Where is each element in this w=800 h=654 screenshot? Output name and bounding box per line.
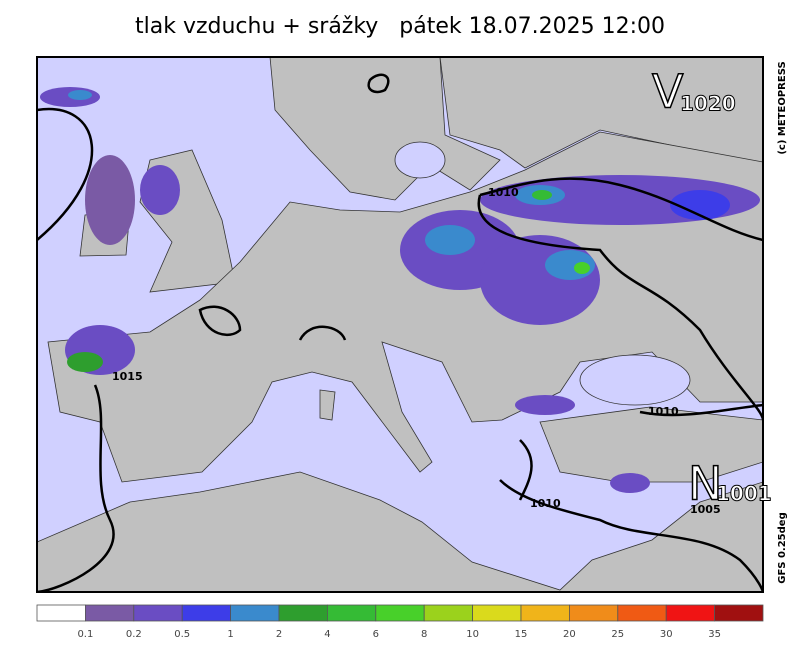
legend-label: 4 <box>324 629 330 640</box>
isobar-label: 1010 <box>648 405 679 418</box>
center-letter: V <box>652 65 684 119</box>
isobar-label: 1015 <box>112 370 143 383</box>
center-value: 1001 <box>716 482 772 506</box>
legend-swatch <box>665 604 716 622</box>
legend-label: 10 <box>466 629 479 640</box>
legend-swatch <box>133 604 183 622</box>
legend-swatch <box>423 604 474 622</box>
legend-label: 20 <box>563 629 576 640</box>
legend-swatch <box>278 604 328 622</box>
isobars <box>37 73 763 592</box>
legend-label: 0.5 <box>174 629 190 640</box>
copyright: (c) METEOPRESS <box>777 61 788 154</box>
legend-swatch <box>375 604 425 622</box>
legend-label: 8 <box>421 629 427 640</box>
isobar-label: 1010 <box>488 186 519 199</box>
legend-swatch <box>714 604 764 622</box>
isobar-label: 1005 <box>690 503 721 516</box>
legend: 0.1 0.2 0.5 1 2 4 6 8 10 15 20 25 30 35 <box>36 604 764 640</box>
map-area <box>37 57 763 592</box>
legend-swatch <box>569 604 619 622</box>
legend-label: 30 <box>660 629 673 640</box>
center-letter: N <box>688 457 722 511</box>
map-title: tlak vzduchu + srážky pátek 18.07.2025 1… <box>135 14 665 39</box>
isobar-label: 1010 <box>530 497 561 510</box>
center-value: 1020 <box>680 92 736 116</box>
legend-swatch <box>326 604 377 622</box>
legend-swatch <box>85 604 135 622</box>
legend-swatch <box>36 604 86 622</box>
legend-label: 6 <box>373 629 379 640</box>
legend-label: 2 <box>276 629 282 640</box>
legend-label: 25 <box>611 629 624 640</box>
model-label: GFS 0.25deg <box>777 512 788 584</box>
map-frame <box>36 56 764 593</box>
legend-swatch <box>181 604 231 622</box>
legend-swatch <box>617 604 667 622</box>
legend-label: 15 <box>515 629 528 640</box>
precipitation <box>40 87 760 493</box>
legend-swatch <box>230 604 280 622</box>
legend-label: 35 <box>708 629 721 640</box>
legend-swatch <box>520 604 570 622</box>
legend-swatch <box>472 604 522 622</box>
legend-label: 0.2 <box>126 629 142 640</box>
isobar-labels: 1010 1015 1010 1010 1005 <box>112 186 721 516</box>
legend-label: 0.1 <box>77 629 93 640</box>
legend-label: 1 <box>227 629 233 640</box>
pressure-centers: V 1020 N 1001 <box>651 64 772 512</box>
